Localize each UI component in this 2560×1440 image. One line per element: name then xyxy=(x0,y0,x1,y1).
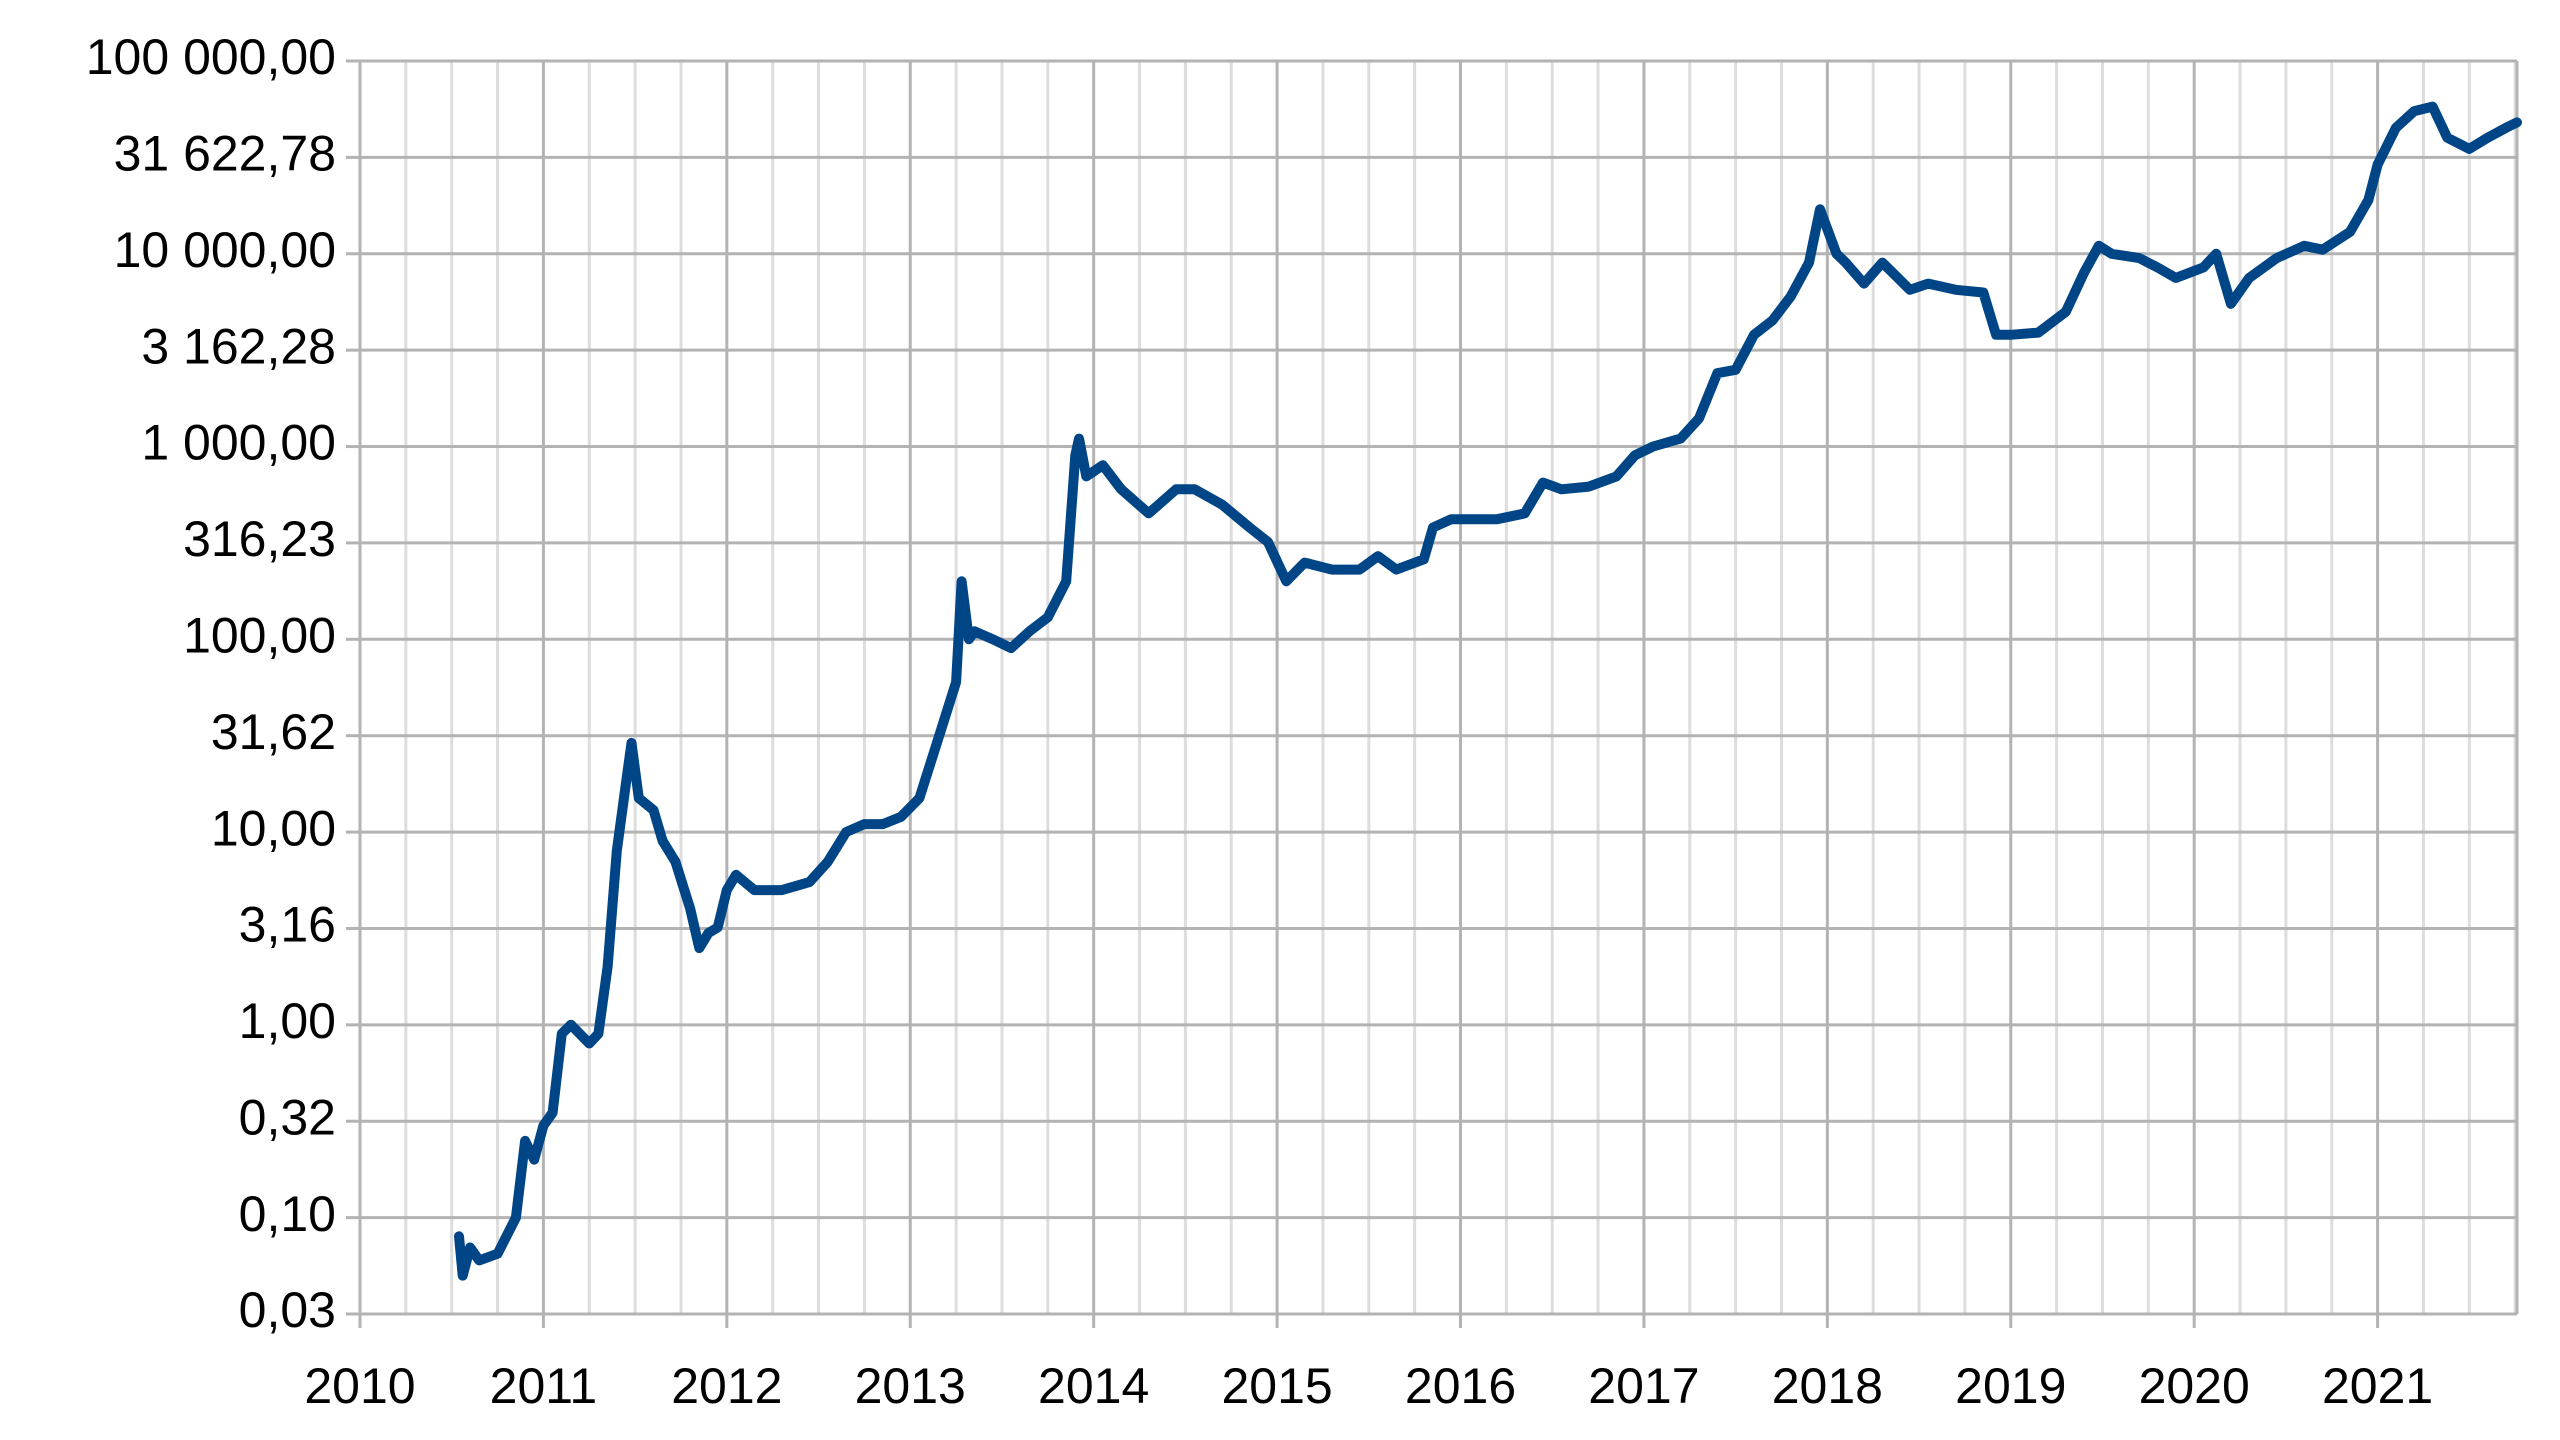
x-tick-label: 2018 xyxy=(1772,1358,1883,1414)
x-tick-label: 2016 xyxy=(1405,1358,1516,1414)
y-tick-label: 31 622,78 xyxy=(114,126,336,182)
y-tick-label: 3 162,28 xyxy=(141,318,336,374)
x-tick-label: 2015 xyxy=(1221,1358,1332,1414)
x-tick-label: 2019 xyxy=(1955,1358,2066,1414)
x-tick-label: 2017 xyxy=(1588,1358,1699,1414)
y-tick-label: 100,00 xyxy=(183,608,336,664)
y-tick-label: 3,16 xyxy=(239,897,336,953)
x-tick-label: 2012 xyxy=(671,1358,782,1414)
y-tick-label: 0,10 xyxy=(239,1186,336,1242)
y-tick-label: 0,03 xyxy=(239,1282,336,1338)
price-line xyxy=(454,101,2522,1281)
y-tick-label: 1 000,00 xyxy=(141,415,336,471)
y-tick-label: 1,00 xyxy=(239,993,336,1049)
y-tick-label: 316,23 xyxy=(183,511,336,567)
y-tick-label: 31,62 xyxy=(211,704,336,760)
x-tick-label: 2010 xyxy=(304,1358,415,1414)
x-tick-label: 2014 xyxy=(1038,1358,1149,1414)
x-tick-label: 2011 xyxy=(490,1358,598,1414)
y-tick-label: 100 000,00 xyxy=(86,29,336,85)
x-tick-label: 2013 xyxy=(855,1358,966,1414)
y-tick-label: 0,32 xyxy=(239,1089,336,1145)
x-tick-label: 2020 xyxy=(2139,1358,2250,1414)
y-tick-label: 10,00 xyxy=(211,800,336,856)
x-tick-label: 2021 xyxy=(2322,1358,2433,1414)
y-tick-label: 10 000,00 xyxy=(114,222,336,278)
